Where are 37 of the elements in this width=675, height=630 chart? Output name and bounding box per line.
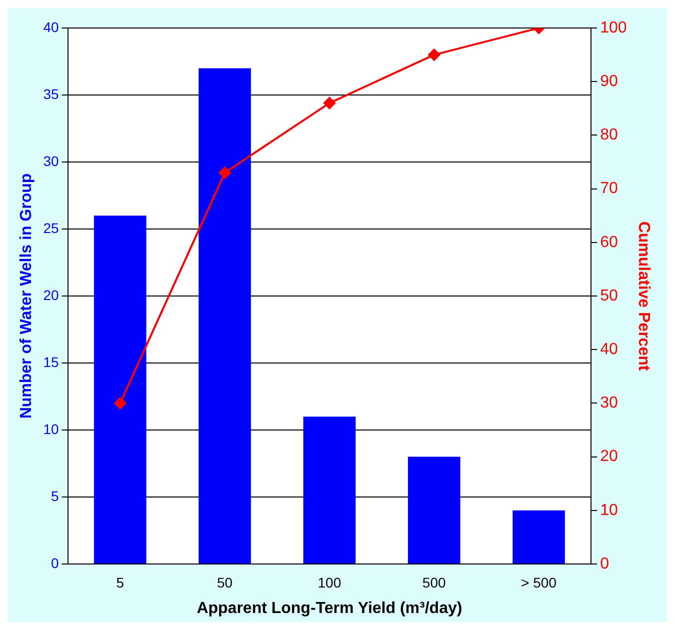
y2-tick-label: 70 [600,180,618,198]
y2-tick-label: 30 [600,394,618,412]
y-tick-label: 25 [43,220,59,236]
y2-tick-label: 50 [600,287,618,304]
y2-tick-label: 60 [600,234,618,251]
y-tick-label: 15 [43,354,59,370]
bar [94,216,146,564]
y2-tick-label: 90 [600,73,618,90]
bar [303,416,356,564]
y2-tick-label: 10 [600,502,618,519]
x-axis-title: Apparent Long-Term Yield (m³/day) [196,600,462,617]
x-tick-label: > 500 [521,574,557,590]
y-tick-label: 20 [43,286,59,303]
y-tick-label: 35 [43,86,59,102]
x-tick-label: 5 [116,574,124,590]
point [218,166,231,179]
y2-tick-label: 100 [600,19,627,36]
y-tick-label: 0 [50,554,59,571]
y2-tick-label: 80 [600,126,618,144]
y2-tick-label: 20 [600,448,618,466]
x-tick-label: 100 [318,574,342,590]
y-axis-title: Number of Water Wells in Group [18,173,36,419]
bar [512,510,565,564]
x-tick-label: 500 [422,574,446,590]
bar [198,68,251,564]
y2-tick-label: 0 [600,555,610,572]
y-tick-label: 40 [43,18,59,35]
y-tick-label: 30 [43,152,59,169]
point [114,397,126,410]
point [323,97,336,110]
x-tick-label: 50 [216,574,233,590]
bar [408,456,460,564]
y-tick-label: 10 [43,420,59,437]
y-tick-label: 5 [50,488,59,504]
y2-tick-label: 40 [600,341,618,358]
point [428,48,440,61]
y2-axis-title: Cumulative Percent [634,221,652,372]
